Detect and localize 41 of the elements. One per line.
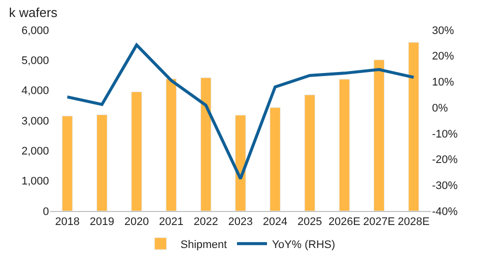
bar — [166, 78, 177, 211]
x-tick-label: 2027E — [363, 216, 395, 228]
y2-tick-label: -10% — [432, 128, 458, 140]
x-tick-label: 2025 — [298, 216, 322, 228]
bar — [374, 60, 384, 211]
bar — [131, 92, 142, 211]
y-tick-label: 1,000 — [21, 176, 49, 188]
bar — [96, 114, 108, 211]
x-tick-label: 2020 — [124, 216, 149, 228]
y2-tick-label: 30% — [432, 24, 454, 37]
x-tick-label: 2023 — [228, 216, 253, 228]
y2-tick-label: -20% — [432, 154, 458, 166]
x-tick-label: 2024 — [262, 216, 288, 228]
y-tick-label: 2,000 — [21, 146, 49, 158]
x-tick-label: 2028E — [398, 216, 430, 228]
y-tick-label: 3,000 — [21, 115, 49, 128]
y-tick-label: 6,000 — [21, 24, 49, 37]
y2-tick-label: 0% — [432, 102, 448, 114]
y2-tick-label: 20% — [432, 50, 454, 63]
legend-label: YoY% (RHS) — [272, 238, 336, 251]
bar — [200, 77, 212, 211]
y-tick-label: 5,000 — [21, 55, 49, 68]
legend-label: Shipment — [180, 238, 227, 251]
y-axis-title: k wafers — [9, 5, 58, 20]
line-series — [66, 44, 416, 180]
y2-tick-label: -30% — [432, 180, 458, 192]
bar — [235, 114, 246, 211]
y-tick-label: 0 — [42, 206, 49, 218]
x-tick-label: 2022 — [194, 216, 218, 228]
bar — [338, 78, 350, 211]
x-tick-label: 2021 — [158, 216, 184, 228]
bar — [408, 42, 420, 211]
y2-tick-label: 10% — [432, 76, 454, 89]
y2-tick-label: -40% — [432, 206, 458, 218]
x-tick-label: 2018 — [55, 216, 80, 228]
bar — [62, 116, 73, 211]
bar — [270, 107, 281, 211]
y-tick-label: 4,000 — [21, 85, 49, 98]
x-tick-label: 2019 — [90, 216, 114, 228]
bar — [304, 94, 316, 211]
x-tick-label: 2026E — [328, 216, 360, 228]
